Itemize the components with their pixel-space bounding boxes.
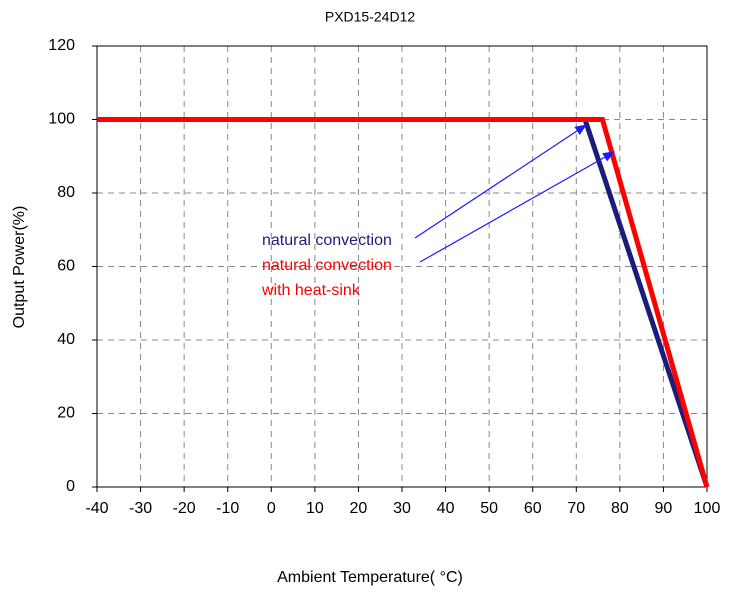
x-tick-label: -40 xyxy=(85,500,108,517)
y-axis-label: Output Power(%) xyxy=(11,206,28,329)
x-tick-label: 0 xyxy=(267,500,276,517)
x-tick-label: -20 xyxy=(173,500,196,517)
legend-entry: natural convection with heat-sink xyxy=(262,257,392,299)
x-tick-label: 30 xyxy=(393,500,411,517)
series-line xyxy=(97,117,710,488)
x-axis-label: Ambient Temperature( °C) xyxy=(277,569,463,586)
y-tick-label: 120 xyxy=(48,37,75,54)
x-tick-label: 80 xyxy=(611,500,629,517)
x-tick-label: 90 xyxy=(655,500,673,517)
x-tick-label: 20 xyxy=(350,500,368,517)
y-tick-label: 40 xyxy=(57,331,75,348)
y-tick-label: 0 xyxy=(66,478,75,495)
x-tick-label: 10 xyxy=(306,500,324,517)
x-tick-label: 60 xyxy=(524,500,542,517)
y-tick-label: 100 xyxy=(48,111,75,128)
legend-arrow xyxy=(414,124,588,239)
x-tick-label: 70 xyxy=(567,500,585,517)
y-tick-label: 80 xyxy=(57,184,75,201)
plot-frame xyxy=(96,45,708,488)
y-tick-label: 20 xyxy=(57,405,75,422)
x-tick-label: 100 xyxy=(694,500,721,517)
legend-entry: natural convection xyxy=(262,232,392,249)
x-tick-label: 40 xyxy=(437,500,455,517)
x-tick-label: -10 xyxy=(216,500,239,517)
x-tick-label: 50 xyxy=(480,500,498,517)
y-tick-label: 60 xyxy=(57,258,75,275)
legend-arrow xyxy=(419,151,616,263)
chart-title: PXD15-24D12 xyxy=(325,9,415,25)
x-tick-label: -30 xyxy=(129,500,152,517)
